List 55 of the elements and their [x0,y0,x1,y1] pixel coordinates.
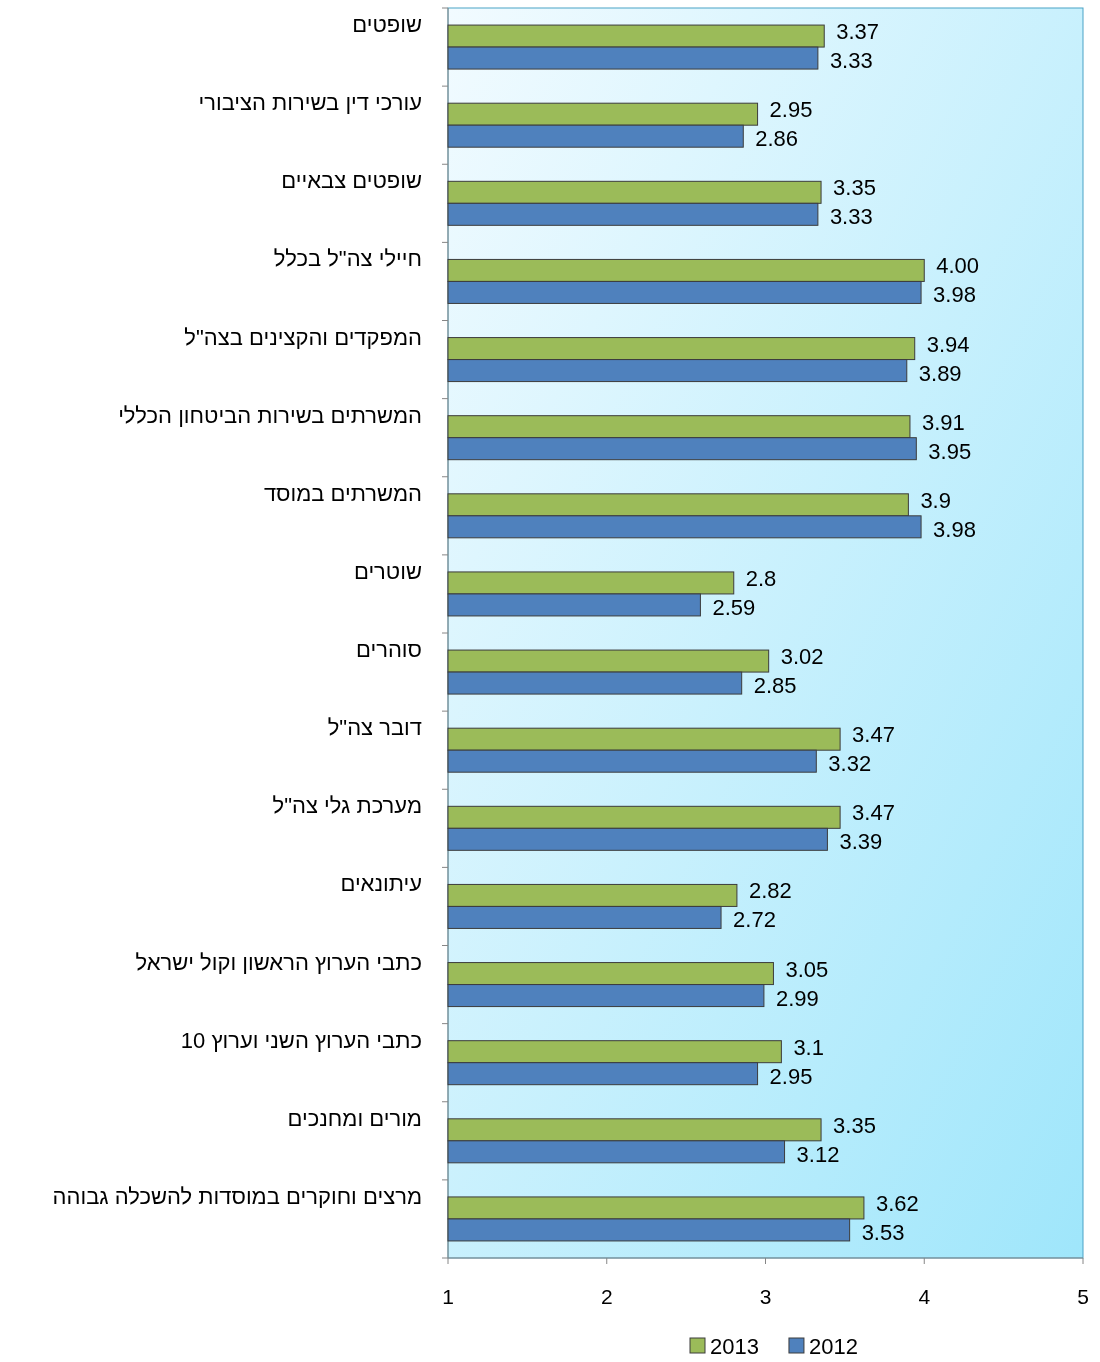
data-label: 3.35 [833,1112,876,1138]
legend-label: 2013 [710,1334,759,1359]
data-label: 4.00 [936,253,980,279]
legend-label: 2012 [808,1334,858,1359]
data-label: 3.02 [780,644,824,670]
y-tick-label: מערכת גלי צה"ל [272,793,422,819]
data-label: 3.47 [852,800,895,826]
x-tick-label: 4 [918,1285,931,1308]
data-label: 3.1 [793,1034,824,1060]
data-label: 3.35 [833,175,876,201]
data-label: 2.8 [745,565,777,591]
data-label: 3.95 [928,438,972,464]
y-tick-label: שופטים צבאיים [281,168,422,194]
y-tick-label: עיתונאים [340,871,422,897]
y-tick-label: מרצים וחוקרים במוסדות להשכלה גבוהה [52,1183,422,1209]
data-label: 3.47 [852,722,895,748]
y-tick-label: שוטרים [353,558,422,584]
y-tick-label: שופטים [352,12,422,37]
data-label: 2.95 [769,97,813,123]
data-label: 2.99 [775,985,819,1011]
y-tick-label: המשרתים במוסד [263,480,422,506]
data-label: 2.82 [748,878,792,904]
data-label: 2.85 [753,673,797,699]
data-label: 3.98 [933,282,976,308]
x-tick-label: 1 [442,1285,454,1308]
data-label: 3.89 [918,360,962,386]
data-label: 3.33 [829,48,873,74]
data-label: 3.05 [785,956,829,982]
x-tick-label: 3 [759,1285,772,1308]
y-tick-label: כתבי הערוץ הראשון וקול ישראל [135,949,422,975]
data-label: 3.98 [933,516,976,542]
data-label: 2.72 [733,907,776,933]
data-label: 3.53 [861,1219,905,1245]
y-tick-label: מורים ומחנכים [287,1105,422,1131]
data-label: 2.95 [769,1063,813,1089]
y-tick-label: המפקדים והקצינים בצה"ל [184,324,422,350]
y-tick-label: כתבי הערוץ השני וערוץ 10 [180,1027,422,1053]
y-tick-label: חיילי צה"ל בכלל [273,246,422,272]
y-tick-label: עורכי דין בשירות הציבורי [198,90,422,116]
y-tick-label: המשרתים בשירות הביטחון הכללי [118,402,422,428]
data-label: 3.37 [836,19,880,45]
data-label: 3.33 [829,204,873,230]
data-label: 3.91 [921,409,965,435]
data-label: 3.94 [926,331,970,357]
data-label: 2.86 [755,126,799,152]
data-label: 3.32 [828,751,872,777]
data-label: 3.12 [796,1141,840,1167]
y-tick-label: סוהרים [355,637,422,662]
data-label: 3.9 [920,487,951,513]
y-tick-label: דובר צה"ל [327,715,422,741]
data-label: 3.62 [875,1190,919,1216]
data-label: 3.39 [839,829,883,855]
x-tick-label: 2 [600,1285,613,1308]
data-label: 2.59 [712,594,756,620]
x-tick-label: 5 [1077,1285,1089,1308]
